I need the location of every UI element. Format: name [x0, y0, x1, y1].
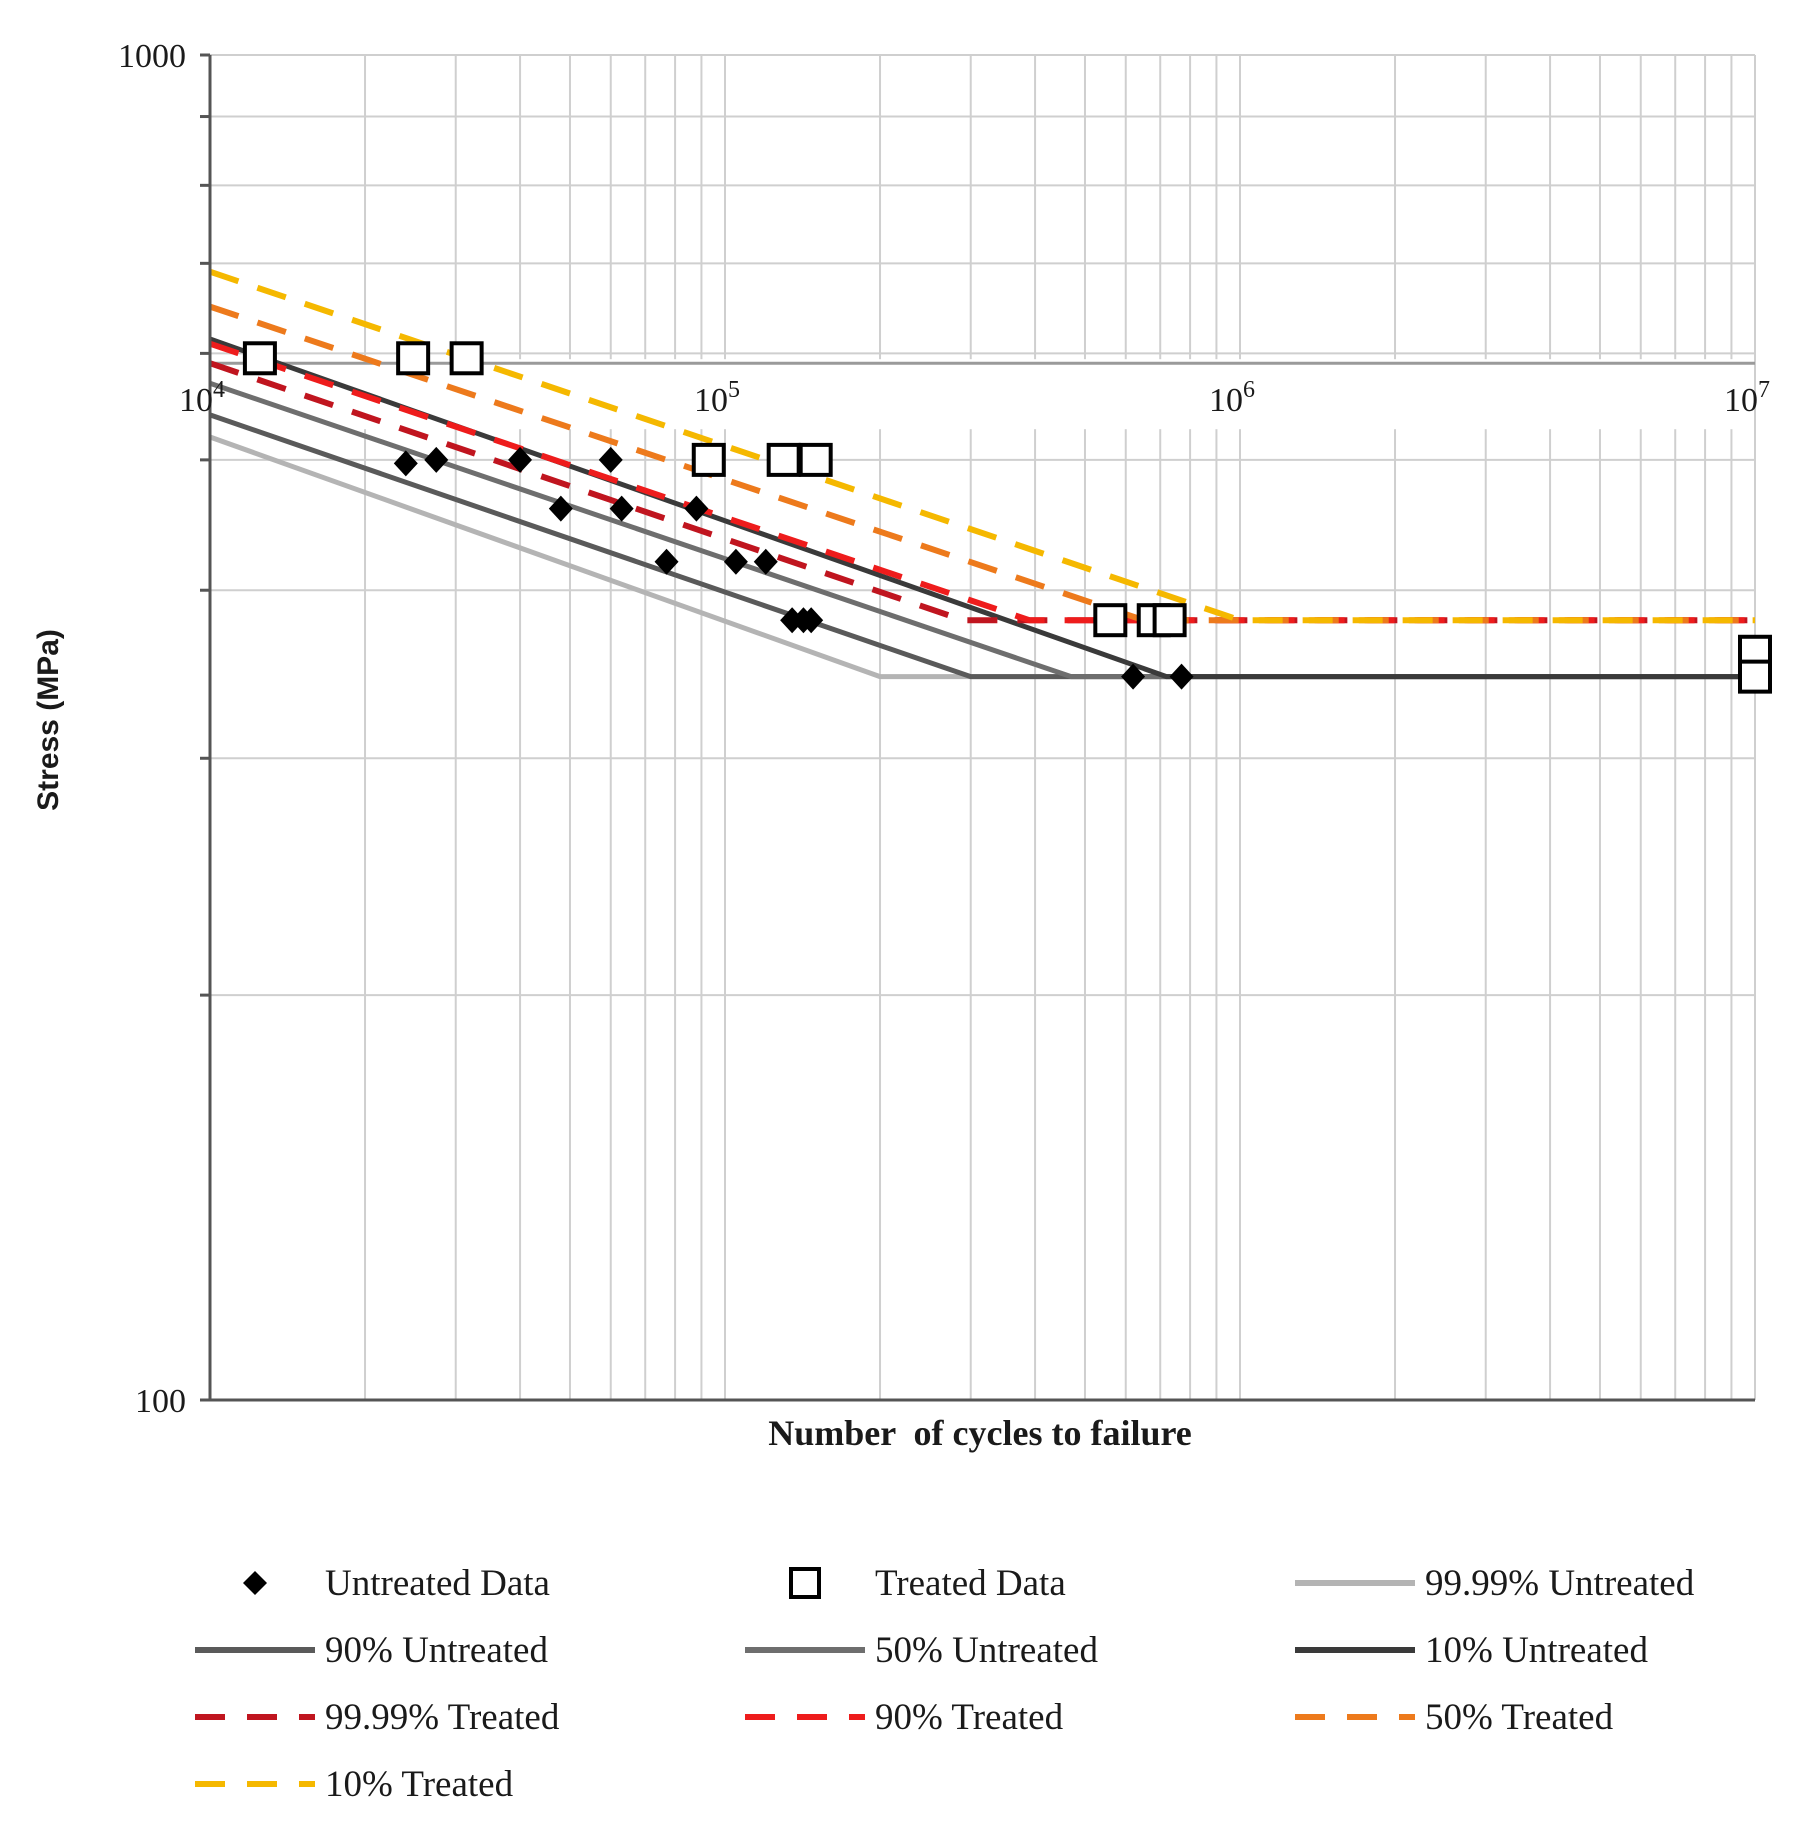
- legend-label: 90% Treated: [875, 1697, 1064, 1738]
- y-axis-title: Stress (MPa): [32, 629, 65, 811]
- legend: Untreated Data Treated Data 99.99% Untreat…: [195, 1563, 1695, 1805]
- x-tick-label: 105: [694, 377, 740, 419]
- grid: [210, 54, 1756, 1400]
- treated-data-point: [691, 442, 726, 477]
- tick-labels: 1000 100 104 105 106 107: [118, 38, 1770, 1420]
- treated-data-point: [449, 341, 484, 376]
- untreated-data-point: [1169, 663, 1194, 690]
- series-line-90-treated: [209, 340, 1755, 624]
- legend-label: 99.99% Untreated: [1425, 1563, 1695, 1604]
- untreated-data-point: [508, 446, 533, 473]
- x-tick-label: 107: [1724, 377, 1770, 419]
- tick-label-band: [214, 359, 1751, 430]
- x-tick-label: 106: [1209, 377, 1255, 419]
- legend-label: 50% Treated: [1425, 1697, 1614, 1738]
- legend-label: 50% Untreated: [875, 1630, 1098, 1671]
- series-markers: [242, 341, 1772, 694]
- series-lines: [209, 268, 1755, 680]
- treated-data-point: [1093, 603, 1128, 638]
- untreated-data-point: [548, 495, 573, 522]
- legend-square-marker: [789, 1567, 821, 1599]
- x-axis-title: Number of cycles to failure: [768, 1413, 1192, 1453]
- untreated-data-point: [654, 548, 679, 575]
- untreated-data-point: [684, 495, 709, 522]
- treated-data-point: [766, 442, 801, 477]
- series-line-10-treated: [209, 268, 1755, 624]
- y-tick-label: 100: [135, 1383, 186, 1420]
- legend-diamond-marker: [243, 1571, 267, 1595]
- untreated-data-point: [424, 446, 449, 473]
- series-line-50-treated: [209, 303, 1755, 624]
- x-tick-label: 104: [179, 377, 225, 419]
- treated-data-point: [1738, 659, 1772, 694]
- series-line-10-untreated: [209, 336, 1755, 680]
- untreated-data-point: [609, 495, 634, 522]
- untreated-data-point: [1121, 663, 1146, 690]
- untreated-data-point: [598, 446, 623, 473]
- legend-label: Untreated Data: [325, 1563, 550, 1604]
- treated-data-point: [798, 442, 833, 477]
- legend-label: 10% Treated: [325, 1764, 514, 1805]
- legend-label: 99.99% Treated: [325, 1697, 560, 1738]
- legend-label: Treated Data: [875, 1563, 1066, 1604]
- treated-data-point: [396, 341, 431, 376]
- axes: [200, 53, 1755, 1402]
- series-line-9999-untreated: [209, 434, 1755, 680]
- legend-label: 10% Untreated: [1425, 1630, 1648, 1671]
- untreated-data-point: [799, 607, 824, 634]
- legend-label: 90% Untreated: [325, 1630, 548, 1671]
- y-tick-label: 1000: [118, 38, 186, 75]
- treated-data-point: [242, 341, 277, 376]
- untreated-data-point: [723, 548, 748, 575]
- treated-data-point: [1152, 603, 1187, 638]
- untreated-data-point: [753, 548, 778, 575]
- untreated-data-point: [393, 450, 418, 477]
